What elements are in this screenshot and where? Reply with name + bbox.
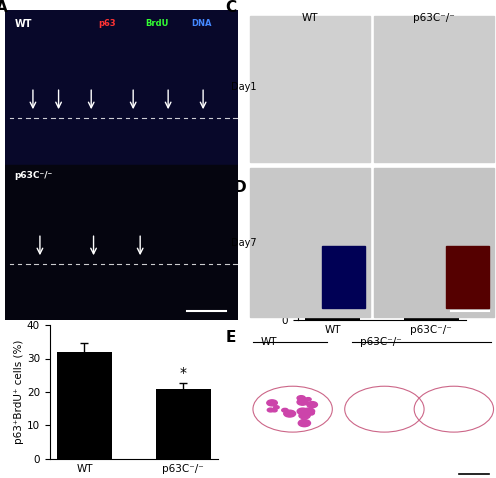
Circle shape xyxy=(272,409,277,412)
Bar xyxy=(57,352,112,459)
Circle shape xyxy=(299,413,310,419)
Circle shape xyxy=(267,408,274,412)
Bar xyxy=(446,246,489,308)
Bar xyxy=(305,220,360,320)
Y-axis label: p63⁺BrdU⁺ cells (%): p63⁺BrdU⁺ cells (%) xyxy=(14,340,24,444)
Bar xyxy=(5,165,238,320)
Text: p63: p63 xyxy=(98,19,116,28)
Text: C: C xyxy=(226,0,237,15)
Y-axis label: CK⁺Ki67⁺ cells (%): CK⁺Ki67⁺ cells (%) xyxy=(255,205,265,302)
Circle shape xyxy=(267,400,277,406)
Text: WT: WT xyxy=(14,19,32,29)
Circle shape xyxy=(305,398,311,401)
Bar xyxy=(156,389,211,459)
Circle shape xyxy=(345,386,424,432)
Circle shape xyxy=(414,386,494,432)
Bar xyxy=(374,16,494,162)
Text: *: * xyxy=(180,366,187,380)
Text: WT: WT xyxy=(260,337,277,348)
Bar xyxy=(250,168,370,317)
Bar xyxy=(404,276,459,320)
Text: WT: WT xyxy=(302,13,318,22)
Text: p63C⁻/⁻: p63C⁻/⁻ xyxy=(413,13,455,22)
Circle shape xyxy=(284,410,296,417)
Text: E: E xyxy=(226,330,236,345)
Text: D: D xyxy=(234,180,246,195)
Circle shape xyxy=(282,408,288,412)
Circle shape xyxy=(298,420,310,427)
Bar xyxy=(5,10,238,165)
Text: p63C⁻/⁻: p63C⁻/⁻ xyxy=(360,337,401,348)
Text: A: A xyxy=(0,0,7,15)
Circle shape xyxy=(297,399,308,405)
Circle shape xyxy=(300,420,307,424)
Circle shape xyxy=(307,411,314,415)
Circle shape xyxy=(307,402,317,408)
Circle shape xyxy=(297,408,309,414)
Circle shape xyxy=(253,386,332,432)
Circle shape xyxy=(274,406,279,409)
Bar xyxy=(374,168,494,317)
Text: p63C⁻/⁻: p63C⁻/⁻ xyxy=(14,171,53,180)
Bar xyxy=(250,16,370,162)
Text: *: * xyxy=(428,251,435,265)
Text: Day1: Day1 xyxy=(231,82,256,92)
Circle shape xyxy=(297,396,306,401)
Text: DNA: DNA xyxy=(191,19,212,28)
Text: Day7: Day7 xyxy=(231,238,256,248)
Bar xyxy=(322,246,365,308)
Circle shape xyxy=(303,408,314,414)
Text: BrdU: BrdU xyxy=(145,19,168,28)
